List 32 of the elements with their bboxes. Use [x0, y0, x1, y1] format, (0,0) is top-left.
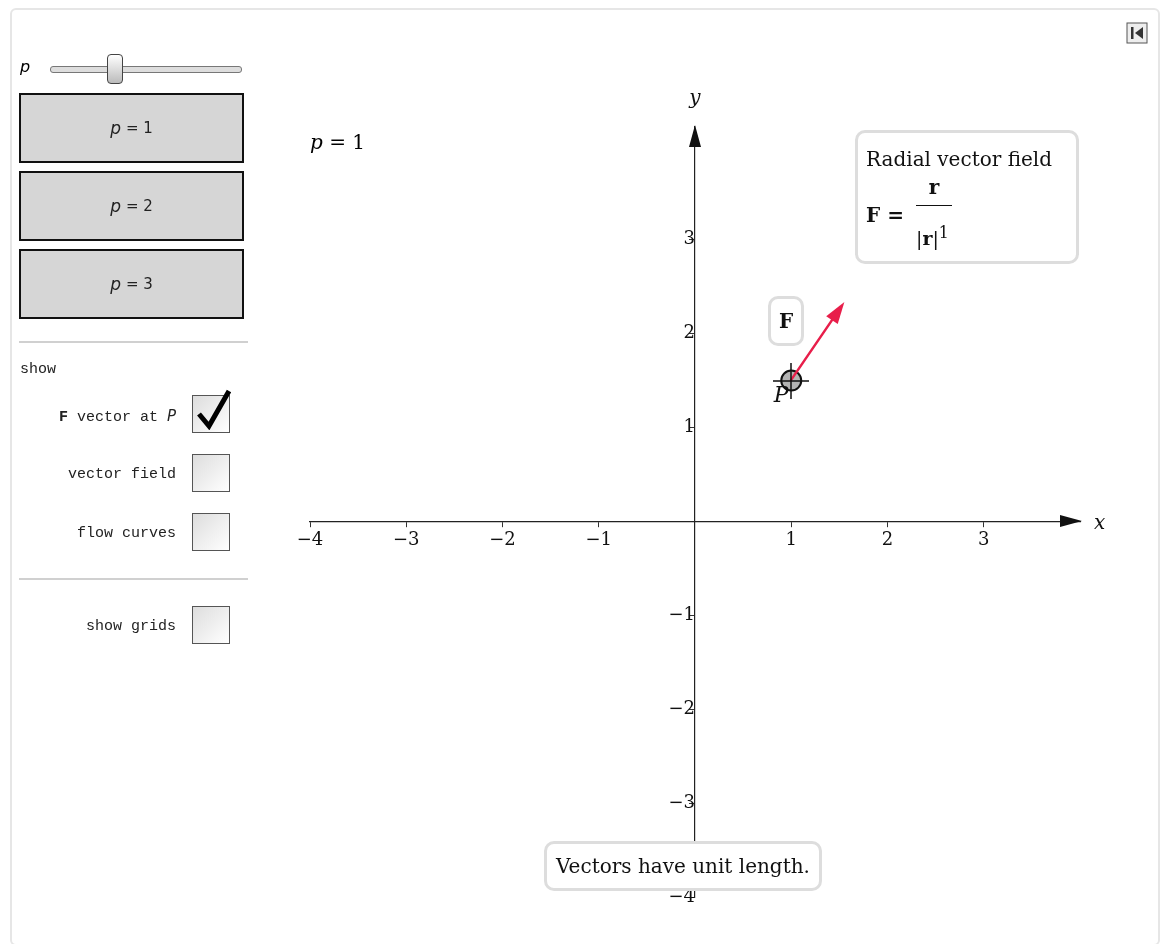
- y-tick-label: −1: [668, 602, 695, 624]
- text: show grids: [85, 618, 176, 635]
- x-axis-title: x: [1094, 509, 1106, 534]
- x-tick-label: 3: [978, 527, 990, 549]
- y-tick-label: −2: [668, 696, 695, 718]
- x-tick-label: 1: [785, 527, 797, 549]
- annotation: Radial vector field: [866, 147, 1053, 171]
- annotation: Vectors have unit length.: [556, 854, 810, 878]
- text: p = 1: [19, 93, 244, 163]
- text: flow curves: [76, 525, 176, 542]
- text: vector field: [67, 466, 176, 483]
- x-tick-label: −2: [489, 527, 516, 549]
- annotation: F =: [866, 203, 904, 227]
- y-tick-label: −3: [668, 790, 695, 812]
- y-tick-label: 1: [683, 415, 695, 437]
- y-axis-title: y: [688, 85, 702, 110]
- x-tick-label: −4: [296, 527, 324, 549]
- annotation: |r|$^{1}$: [916, 223, 949, 250]
- text: p = 2: [19, 171, 244, 241]
- annotation: r: [916, 175, 952, 206]
- x-tick-label: −1: [585, 527, 613, 549]
- text: show: [20, 361, 57, 378]
- y-tick-label: 2: [683, 321, 695, 343]
- text: p = 3: [19, 249, 244, 319]
- y-tick-label: 3: [683, 227, 695, 249]
- annotation: p = 1: [310, 130, 366, 154]
- text: p: [20, 57, 31, 76]
- x-tick-label: −3: [392, 527, 420, 549]
- text: F vector at P: [58, 407, 176, 426]
- annotation: P: [772, 382, 790, 408]
- x-tick-label: 2: [881, 527, 894, 549]
- annotation: F: [768, 296, 804, 346]
